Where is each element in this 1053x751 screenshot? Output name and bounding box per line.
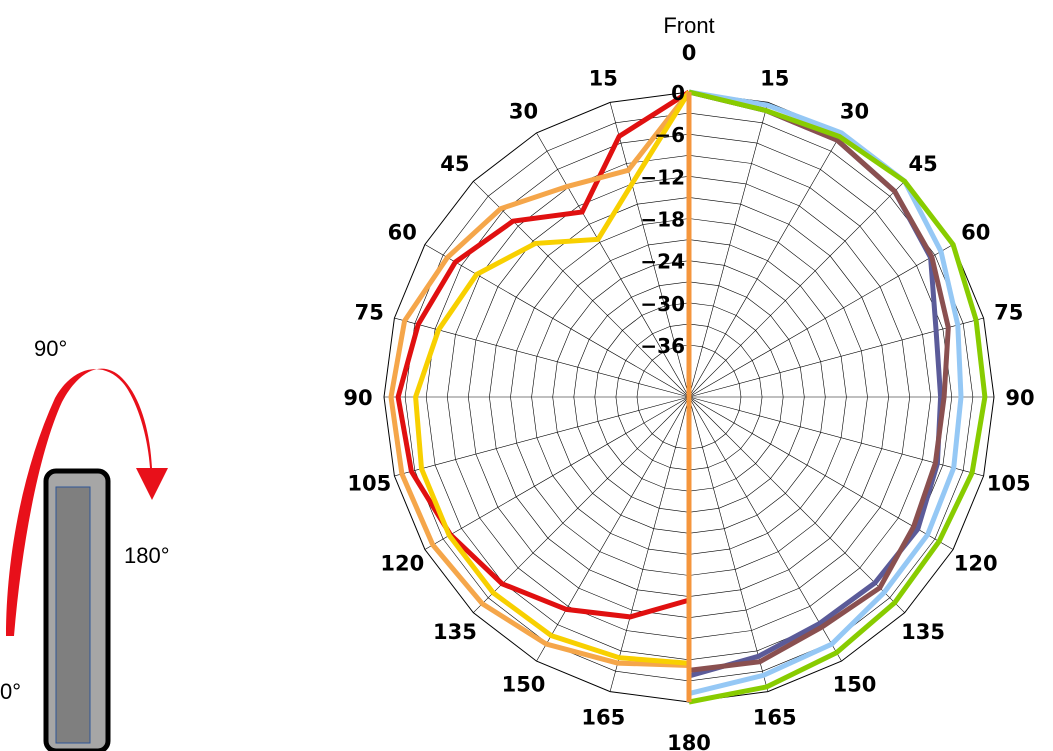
angle-tick-labels: 0 15 15 30 30 45 45 60 60 75 75 90 90 105 105 120 120 135… xyxy=(343,41,1034,751)
angle-tick-label: 150 xyxy=(833,673,877,697)
angle-tick-label: 0 xyxy=(682,41,697,65)
angle-tick-label: 75 xyxy=(994,300,1023,324)
chart-title: Front xyxy=(663,13,714,38)
grid-spoke xyxy=(688,244,954,398)
grid-spoke xyxy=(688,181,905,398)
angle-tick-label: 45 xyxy=(908,152,937,176)
series-line-6 xyxy=(688,89,988,705)
angle-tick-label: 165 xyxy=(581,706,625,730)
angle-tick-label: 150 xyxy=(502,673,546,697)
angle-tick-label: 105 xyxy=(347,472,391,496)
angle-tick-label: 60 xyxy=(961,221,990,245)
label-180-deg: 180° xyxy=(124,543,170,568)
series-line-2 xyxy=(413,90,692,666)
angle-tick-label: 135 xyxy=(433,620,477,644)
polar-chart: 0 15 15 30 30 45 45 60 60 75 75 90 90 105 105 120 120 135… xyxy=(343,13,1034,751)
angle-tick-label: 60 xyxy=(388,221,417,245)
radial-tick-label: −30 xyxy=(640,292,685,316)
grid-spoke xyxy=(688,396,905,613)
grid-spoke xyxy=(688,102,769,398)
grid-spoke xyxy=(394,396,690,477)
angle-tick-label: 15 xyxy=(760,66,789,90)
radial-tick-label: −6 xyxy=(654,123,685,147)
angle-tick-label: 90 xyxy=(343,386,372,410)
grid-spoke xyxy=(688,396,769,692)
grid-spoke xyxy=(688,396,954,550)
series-line-5 xyxy=(688,89,964,697)
device-screen xyxy=(55,486,91,744)
angle-tick-label: 165 xyxy=(753,706,797,730)
angle-tick-label: 180 xyxy=(667,731,711,751)
grid-spoke xyxy=(394,317,690,398)
grid-spoke xyxy=(536,396,690,662)
angle-tick-label: 90 xyxy=(1005,386,1034,410)
chart-series xyxy=(388,89,988,705)
angle-tick-label: 135 xyxy=(901,620,945,644)
grid-spoke xyxy=(688,132,842,398)
angle-tick-label: 105 xyxy=(987,472,1031,496)
radial-tick-label: −18 xyxy=(640,208,685,232)
radial-tick-label: −36 xyxy=(640,334,685,358)
angle-tick-label: 120 xyxy=(954,552,998,576)
radial-tick-label: −24 xyxy=(640,250,685,274)
grid-spoke xyxy=(424,396,690,550)
angle-tick-label: 15 xyxy=(589,66,618,90)
series-line-0 xyxy=(395,89,691,620)
grid-spoke xyxy=(473,181,690,398)
angle-tick-label: 30 xyxy=(509,99,538,123)
angle-tick-label: 45 xyxy=(440,152,469,176)
series-line-4 xyxy=(688,89,951,673)
rotation-diagram: 90° 180° 0° xyxy=(0,336,170,751)
radial-tick-label: −12 xyxy=(640,165,685,189)
rotation-arrow-icon xyxy=(6,368,168,636)
grid-spoke xyxy=(424,244,690,398)
grid-spoke xyxy=(609,102,690,398)
angle-tick-label: 30 xyxy=(840,99,869,123)
label-0-deg: 0° xyxy=(0,679,21,704)
radial-tick-labels: 0 −6 −12 −18 −24 −30 −36 xyxy=(640,81,685,358)
grid-spoke xyxy=(688,396,842,662)
label-90-deg: 90° xyxy=(34,336,67,361)
grid-spoke xyxy=(536,132,690,398)
angle-tick-label: 120 xyxy=(380,552,424,576)
grid-spoke xyxy=(473,396,690,613)
angle-tick-label: 75 xyxy=(355,300,384,324)
series-line-1 xyxy=(388,90,691,668)
grid-spoke xyxy=(609,396,690,692)
radial-tick-label: 0 xyxy=(671,81,685,105)
